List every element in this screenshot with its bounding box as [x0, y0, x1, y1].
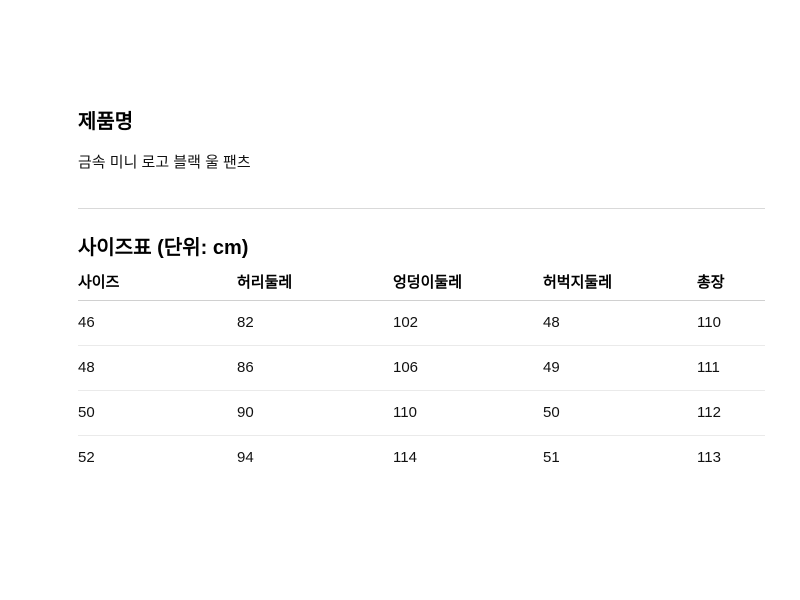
table-cell: 114: [393, 435, 543, 480]
table-cell: 102: [393, 314, 419, 331]
size-table-header-cell: 허리둘레: [237, 266, 393, 301]
table-row: 50 90 110 50 112: [78, 390, 765, 436]
table-cell: 113: [697, 435, 765, 480]
table-cell: 82: [237, 314, 254, 331]
size-table: 사이즈 허리둘레 엉덩이둘레 허벅지둘레 총장 46 82 102 48 110 48 86 106 4…: [78, 266, 765, 480]
table-row: 52 94 114 51 113: [78, 435, 765, 480]
product-name-heading: 제품명: [78, 111, 134, 133]
product-detail-section: 제품명 금속 미니 로고 블랙 울 팬츠 사이즈표 (단위: cm) 사이즈 허리…: [78, 0, 765, 480]
section-divider: [78, 208, 765, 209]
table-cell: 90: [237, 390, 393, 436]
table-cell: 111: [697, 345, 765, 391]
table-cell: 94: [237, 435, 393, 480]
table-row: 48 86 106 49 111: [78, 345, 765, 391]
size-table-body: 46 82 102 48 110 48 86 106 49 111 50 90 110 50 112 52 94…: [78, 301, 765, 480]
table-cell: 46: [78, 314, 95, 331]
table-cell: 50: [543, 390, 697, 436]
table-cell: 48: [78, 345, 237, 391]
table-cell: 49: [543, 345, 697, 391]
table-cell: 50: [78, 390, 237, 436]
size-table-heading: 사이즈표 (단위: cm): [78, 237, 249, 259]
table-cell: 110: [697, 314, 721, 331]
product-name-text: 금속 미니 로고 블랙 울 팬츠: [78, 154, 251, 171]
size-table-head: 사이즈 허리둘레 엉덩이둘레 허벅지둘레 총장: [78, 266, 765, 301]
size-table-header-cell: 총장: [697, 266, 765, 301]
table-row: 46 82 102 48 110: [78, 301, 765, 346]
table-cell: 48: [543, 314, 560, 331]
size-table-header-cell: 사이즈: [78, 266, 237, 301]
table-cell: 52: [78, 435, 237, 480]
table-cell: 106: [393, 345, 543, 391]
table-cell: 112: [697, 390, 765, 436]
table-cell: 110: [393, 390, 543, 436]
table-cell: 86: [237, 345, 393, 391]
size-table-header-row: 사이즈 허리둘레 엉덩이둘레 허벅지둘레 총장: [78, 266, 765, 301]
table-cell: 51: [543, 435, 697, 480]
size-table-header-cell: 허벅지둘레: [543, 266, 697, 301]
size-table-header-cell: 엉덩이둘레: [393, 266, 543, 301]
